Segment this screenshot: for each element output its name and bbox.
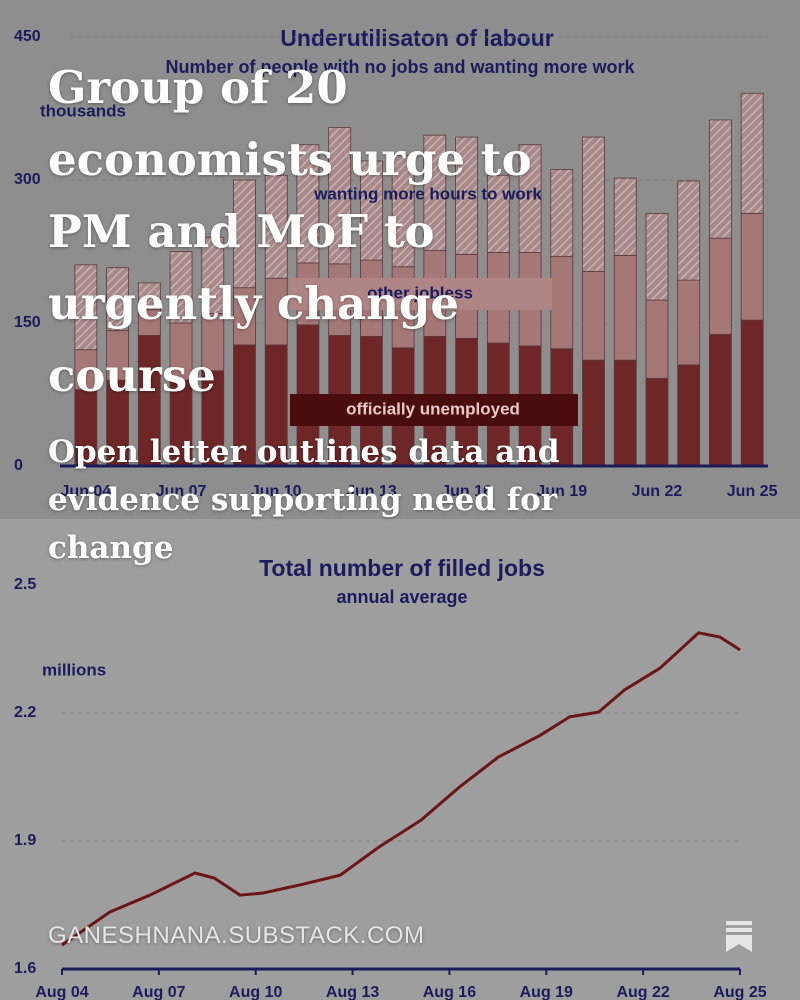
y-tick-label: 2.2 (14, 704, 36, 721)
x-tick-label: Jun 16 (441, 483, 492, 500)
x-tick-label: Aug 13 (326, 984, 379, 1000)
y-tick-label: 2.5 (14, 576, 36, 593)
x-tick-label: Jun 07 (156, 483, 207, 500)
bar-segment (328, 127, 352, 265)
bar-segment (455, 136, 478, 255)
bar-segment (169, 251, 193, 324)
bar-segment (709, 119, 732, 239)
bar-segment (613, 254, 637, 361)
bar-segment (550, 169, 574, 257)
bar-segment (264, 174, 288, 279)
chart-title: Underutilisaton of labour (280, 25, 553, 51)
y-tick-label: 150 (14, 314, 41, 331)
bar-segment (74, 264, 98, 351)
x-tick-label: Jun 25 (727, 483, 778, 500)
y-axis-label: thousands (40, 101, 126, 120)
bar-segment (486, 174, 510, 253)
bar-segment (645, 377, 669, 467)
bar-segment (518, 144, 542, 253)
y-tick-label: 450 (14, 28, 41, 45)
x-tick-label: Aug 16 (423, 984, 476, 1000)
bar-segment (613, 359, 637, 467)
y-tick-label: 300 (14, 171, 41, 188)
chart-title: Total number of filled jobs (259, 555, 545, 581)
bar-segment (677, 279, 701, 366)
series-label: officially unemployed (346, 399, 520, 418)
bar-segment (740, 212, 764, 321)
bar-segment (582, 136, 605, 272)
bar-segment (201, 236, 225, 314)
bar-segment (677, 180, 701, 281)
chart-subtitle: annual average (336, 587, 467, 607)
bar-segment (137, 282, 161, 311)
bar-segment (582, 271, 605, 361)
x-tick-label: Aug 10 (229, 984, 282, 1000)
bookmark-icon (726, 921, 752, 952)
x-tick-label: Aug 25 (713, 984, 766, 1000)
bar-segment (709, 237, 732, 335)
y-tick-label: 1.6 (14, 960, 36, 977)
bar-segment (360, 160, 383, 261)
x-tick-label: Jun 19 (536, 483, 587, 500)
series-label: other jobless (367, 283, 473, 302)
y-tick-label: 1.9 (14, 832, 36, 849)
bar-segment (391, 154, 415, 268)
bar-segment (677, 364, 701, 467)
bar-segment (645, 212, 669, 301)
panel-bottom (0, 519, 800, 1000)
x-tick-label: Aug 19 (520, 984, 573, 1000)
x-tick-label: Jun 13 (346, 483, 397, 500)
x-tick-label: Jun 22 (632, 483, 683, 500)
x-tick-label: Aug 22 (616, 984, 669, 1000)
x-tick-label: Aug 07 (132, 984, 185, 1000)
bar-segment (740, 319, 764, 467)
post-title: Group of 20 economists urge to PM and Mo… (48, 61, 532, 402)
bar-segment (709, 334, 732, 467)
bar-segment (740, 92, 764, 214)
series-label-box (290, 394, 578, 426)
series-label: wanting more hours to work (313, 184, 542, 203)
post-subtitle: Open letter outlines data and evidence s… (48, 434, 560, 566)
x-tick-label: Jun 10 (251, 483, 302, 500)
x-tick-label: Jun 04 (61, 483, 112, 500)
bar-segment (613, 177, 637, 256)
bar-segment (233, 179, 256, 289)
y-axis-label: millions (42, 660, 106, 679)
bar-segment (550, 255, 574, 350)
bar-segment (645, 299, 669, 379)
site-name: GANESHNANA.SUBSTACK.COM (48, 922, 425, 949)
bar-segment (423, 134, 447, 251)
bar-segment (106, 267, 129, 332)
series-label-box (290, 278, 552, 310)
y-tick-label: 0 (14, 457, 23, 474)
x-tick-label: Aug 04 (35, 984, 88, 1000)
chart-subtitle: Number of people with no jobs and wantin… (165, 57, 635, 77)
bar-segment (296, 144, 320, 264)
data-line (61, 631, 741, 947)
